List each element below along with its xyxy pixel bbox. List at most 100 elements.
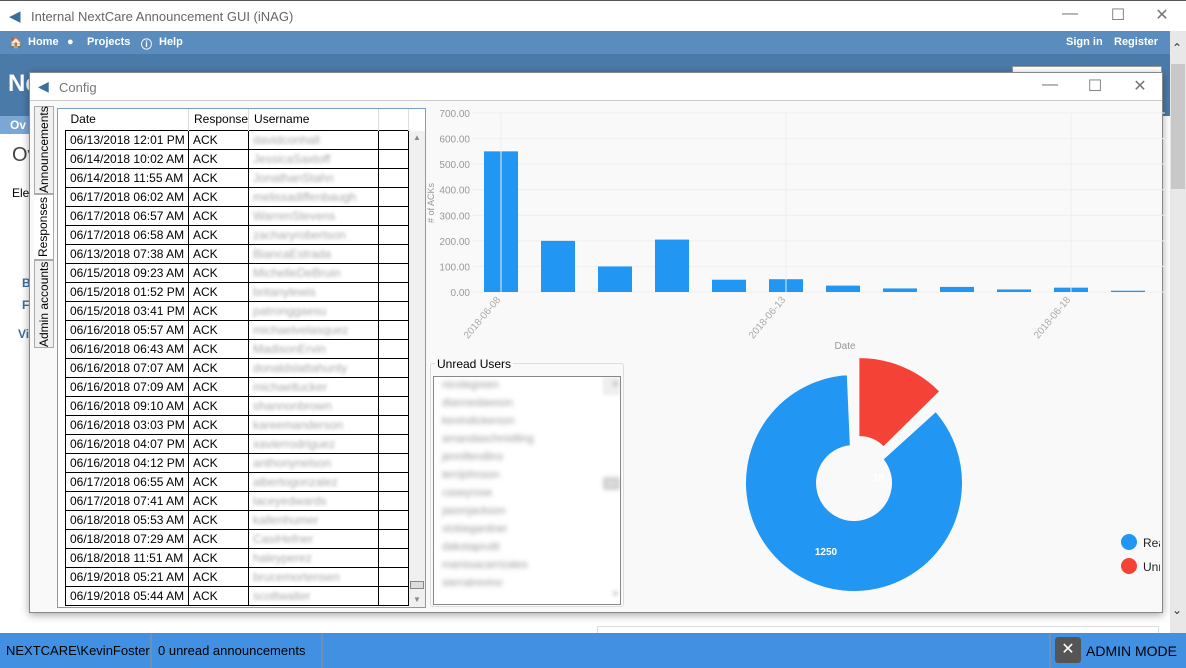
scroll-up-icon[interactable]: ⌃ bbox=[1172, 41, 1183, 55]
column-header-date[interactable]: Date bbox=[65, 109, 189, 130]
table-row[interactable]: 06/17/2018 06:02 AM ACK melissadiffenbaugh bbox=[65, 186, 410, 207]
projects-icon: ● bbox=[67, 36, 74, 48]
sign-in-link[interactable]: Sign in bbox=[1066, 36, 1103, 48]
table-row[interactable]: 06/17/2018 06:57 AM ACK WarrenStevens bbox=[65, 205, 410, 226]
table-row[interactable]: 06/16/2018 03:03 PM ACK kareemanderson bbox=[65, 414, 410, 435]
scroll-down-icon[interactable]: ▼ bbox=[612, 591, 619, 598]
tab-overview-fragment[interactable]: Ov bbox=[0, 116, 29, 134]
table-row[interactable]: 06/13/2018 07:38 AM ACK BiancaEstrada bbox=[65, 243, 410, 264]
username-cell: davidconhall bbox=[248, 129, 380, 150]
username-cell: xavierrodriguez bbox=[248, 433, 380, 454]
list-item[interactable]: diannedawson bbox=[442, 397, 513, 409]
list-item[interactable]: caseyrose bbox=[442, 487, 493, 499]
table-row[interactable]: 06/17/2018 07:41 AM ACK laceyedwards bbox=[65, 490, 410, 511]
bar[interactable] bbox=[541, 240, 575, 292]
response-cell: ACK bbox=[187, 319, 250, 340]
username-cell: haleyperez bbox=[248, 547, 380, 568]
bar[interactable] bbox=[997, 289, 1031, 292]
grid-scrollbar[interactable]: ▲ ▼ bbox=[409, 131, 425, 607]
username-cell: JessicaSaxtoff bbox=[248, 148, 380, 169]
column-header-response[interactable]: Response bbox=[188, 109, 250, 130]
blank-cell bbox=[378, 129, 410, 150]
table-row[interactable]: 06/13/2018 12:01 PM ACK davidconhall bbox=[65, 129, 410, 150]
table-row[interactable]: 06/18/2018 11:51 AM ACK haleyperez bbox=[65, 547, 410, 568]
table-row[interactable]: 06/15/2018 09:23 AM ACK MichelleDeBruin bbox=[65, 262, 410, 283]
username-cell: brucemortensen bbox=[248, 566, 380, 587]
list-scrollbar[interactable]: ▲ ▼ bbox=[603, 377, 620, 598]
nav-help[interactable]: Help bbox=[159, 36, 183, 48]
status-divider bbox=[1049, 633, 1051, 668]
list-item[interactable]: nicolegreen bbox=[442, 379, 499, 391]
bar[interactable] bbox=[598, 266, 632, 292]
table-row[interactable]: 06/16/2018 06:43 AM ACK MadisonErvin bbox=[65, 338, 410, 359]
table-row[interactable]: 06/16/2018 07:07 AM ACK donaldslattahunty bbox=[65, 357, 410, 378]
scroll-up-icon[interactable]: ▲ bbox=[413, 133, 421, 142]
list-item[interactable]: jasonjackson bbox=[442, 505, 506, 517]
y-tick-label: 400.00 bbox=[439, 186, 470, 197]
bar[interactable] bbox=[826, 285, 860, 292]
scroll-thumb[interactable] bbox=[604, 478, 619, 489]
nav-home[interactable]: Home bbox=[28, 36, 59, 48]
table-row[interactable]: 06/17/2018 06:55 AM ACK albertogonzalez bbox=[65, 471, 410, 492]
dialog-minimize-button[interactable]: — bbox=[1042, 76, 1058, 93]
bar[interactable] bbox=[940, 286, 974, 292]
app-title: Internal NextCare Announcement GUI (iNAG… bbox=[31, 9, 294, 24]
response-cell: ACK bbox=[187, 414, 250, 435]
blank-cell bbox=[378, 547, 410, 568]
table-row[interactable]: 06/14/2018 10:02 AM ACK JessicaSaxtoff bbox=[65, 148, 410, 169]
megaphone-icon: ◀ bbox=[9, 8, 21, 25]
table-row[interactable]: 06/15/2018 01:52 PM ACK britanylewis bbox=[65, 281, 410, 302]
scroll-thumb[interactable] bbox=[1171, 64, 1185, 189]
unread-users-list[interactable]: nicolegreen diannedawson kevindickerson ama… bbox=[433, 376, 621, 605]
bar[interactable] bbox=[655, 239, 689, 292]
list-item[interactable]: vickiegardner bbox=[442, 523, 508, 535]
list-item[interactable]: amandaschmidling bbox=[442, 433, 534, 445]
table-row[interactable]: 06/15/2018 03:41 PM ACK patronggaesu bbox=[65, 300, 410, 321]
table-row[interactable]: 06/18/2018 07:29 AM ACK CasiHefner bbox=[65, 528, 410, 549]
table-row[interactable]: 06/16/2018 04:07 PM ACK xavierrodriguez bbox=[65, 433, 410, 454]
bar[interactable] bbox=[712, 279, 746, 292]
table-row[interactable]: 06/18/2018 05:53 AM ACK kallenhumer bbox=[65, 509, 410, 530]
tab-responses[interactable]: Responses bbox=[34, 194, 54, 260]
scroll-thumb[interactable] bbox=[410, 581, 424, 589]
list-item[interactable]: kevindickerson bbox=[442, 415, 515, 427]
bar[interactable] bbox=[1111, 290, 1145, 292]
status-bar: NEXTCARE\KevinFoster 0 unread announceme… bbox=[0, 633, 1186, 668]
date-cell: 06/17/2018 06:57 AM bbox=[65, 205, 189, 226]
response-cell: ACK bbox=[187, 338, 250, 359]
tab-admin-accounts[interactable]: Admin accounts bbox=[34, 260, 54, 348]
page-scrollbar[interactable]: ⌃ ⌄ bbox=[1170, 31, 1186, 633]
table-row[interactable]: 06/16/2018 04:12 PM ACK anthonynelson bbox=[65, 452, 410, 473]
scroll-down-icon[interactable]: ▼ bbox=[413, 595, 421, 604]
table-row[interactable]: 06/14/2018 11:55 AM ACK JonathanStahn bbox=[65, 167, 410, 188]
maximize-button[interactable]: ☐ bbox=[1110, 7, 1126, 24]
dialog-close-button[interactable]: ✕ bbox=[1133, 78, 1147, 95]
table-row[interactable]: 06/17/2018 06:58 AM ACK zacharyrobertson bbox=[65, 224, 410, 245]
dialog-maximize-button[interactable]: ☐ bbox=[1087, 78, 1103, 95]
date-cell: 06/17/2018 07:41 AM bbox=[65, 490, 189, 511]
list-item[interactable]: sierratrevino bbox=[442, 577, 503, 589]
table-row[interactable]: 06/16/2018 05:57 AM ACK michaelvelasquez bbox=[65, 319, 410, 340]
bar[interactable] bbox=[883, 288, 917, 292]
register-link[interactable]: Register bbox=[1114, 36, 1159, 48]
list-item[interactable]: terrijohnson bbox=[442, 469, 500, 481]
response-cell: ACK bbox=[187, 281, 250, 302]
slice-unread[interactable] bbox=[859, 358, 940, 447]
nav-projects[interactable]: Projects bbox=[87, 36, 131, 48]
minimize-button[interactable]: — bbox=[1062, 5, 1078, 22]
scroll-down-icon[interactable]: ⌄ bbox=[1172, 603, 1183, 617]
list-item[interactable]: dakotapruitt bbox=[442, 541, 500, 553]
table-row[interactable]: 06/19/2018 05:21 AM ACK brucemortensen bbox=[65, 566, 410, 587]
scroll-up-icon[interactable]: ▲ bbox=[612, 380, 619, 387]
b-fragment: B bbox=[22, 276, 31, 290]
close-button[interactable]: ✕ bbox=[1155, 7, 1169, 24]
column-header-username[interactable]: Username bbox=[248, 109, 380, 130]
list-item[interactable]: marissacarrizales bbox=[442, 559, 528, 571]
slice-read[interactable] bbox=[738, 366, 970, 599]
list-item[interactable]: jenniferollins bbox=[442, 451, 504, 463]
dialog-title-bar: ◀ Config — ☐ ✕ bbox=[30, 73, 1162, 101]
table-row[interactable]: 06/16/2018 09:10 AM ACK shannonbrown bbox=[65, 395, 410, 416]
tab-announcements[interactable]: Announcements bbox=[34, 106, 54, 194]
table-row[interactable]: 06/19/2018 05:44 AM ACK scottwalter bbox=[65, 585, 410, 606]
table-row[interactable]: 06/16/2018 07:09 AM ACK michaeltucker bbox=[65, 376, 410, 397]
